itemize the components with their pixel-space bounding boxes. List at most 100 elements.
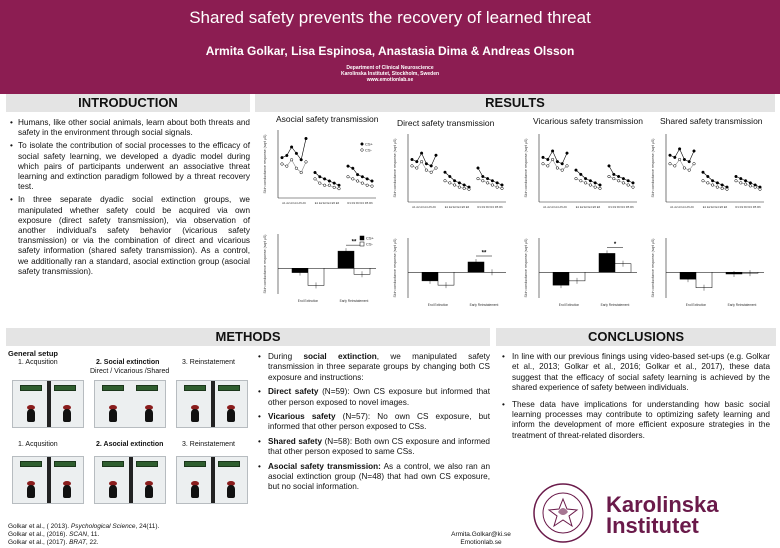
- data-point: [481, 174, 485, 179]
- bar-chart-asocial: Skin conductance response (sqrt μS) End E…: [262, 228, 380, 310]
- data-point: [687, 160, 691, 164]
- data-point: [434, 166, 438, 170]
- conclusions-list: In line with our previous finings using …: [502, 352, 770, 447]
- data-point: [420, 151, 424, 155]
- data-point: [467, 187, 471, 191]
- logo-line1: Karolinska: [606, 492, 719, 517]
- data-point: [551, 149, 555, 153]
- setup-room: [12, 456, 84, 504]
- contact-website[interactable]: Emotionlab.se: [460, 539, 502, 546]
- karolinska-seal-icon: [533, 483, 593, 543]
- data-point: [443, 179, 447, 183]
- data-point: [486, 177, 490, 181]
- data-point: [415, 160, 419, 164]
- significance-marker: **: [482, 251, 487, 257]
- phase-social-extinction-sub: Direct / Vicarious /Shared: [90, 368, 170, 375]
- data-point: [701, 170, 705, 174]
- data-point: [593, 185, 597, 189]
- data-point: [337, 187, 341, 191]
- y-axis-label: Skin conductance response (sqrt μS): [393, 138, 397, 197]
- panel-title-asocial: Asocial safety transmission: [276, 114, 379, 124]
- data-point: [420, 160, 424, 164]
- data-point: [588, 183, 592, 187]
- data-point: [753, 185, 757, 189]
- legend-label: CS-: [365, 148, 373, 153]
- y-axis-label: Skin conductance response (sqrt μS): [524, 238, 528, 297]
- data-point: [668, 162, 672, 166]
- data-point: [748, 184, 752, 188]
- data-point: [304, 160, 308, 164]
- data-point: [546, 164, 550, 168]
- data-point: [584, 177, 588, 181]
- data-point: [285, 164, 289, 168]
- y-axis-label: Skin conductance response (sqrt μS): [263, 234, 267, 293]
- legend-marker: [359, 235, 365, 241]
- data-point: [457, 181, 461, 185]
- methods-heading: METHODS: [6, 328, 490, 346]
- x-tick-label: R1 R2 R3 R4 R5 R6: [477, 205, 503, 209]
- data-point: [294, 151, 298, 155]
- reference-item: Golkar et al., (2016). SCAN, 11.: [8, 531, 100, 538]
- data-point: [673, 164, 677, 168]
- y-axis-label: Skin conductance response (sqrt μS): [393, 238, 397, 297]
- intro-bullet: To isolate the contribution of social pr…: [10, 141, 250, 192]
- data-point: [327, 183, 331, 187]
- data-point: [617, 179, 621, 183]
- methods-list: During social extinction, we manipulated…: [258, 352, 490, 497]
- poster-authors: Armita Golkar, Lisa Espinosa, Anastasia …: [205, 44, 575, 58]
- category-label: Early Reinstatement: [340, 299, 369, 303]
- data-point: [360, 181, 364, 185]
- data-point: [734, 174, 738, 179]
- data-point: [318, 181, 322, 185]
- data-point: [429, 164, 433, 168]
- data-point: [565, 164, 569, 168]
- reference-item: Golkar et al., (2017). BRAT, 22.: [8, 539, 99, 546]
- x-tick-label: E1 E2 E3 E4 E5 E6: [703, 205, 728, 209]
- contact-email[interactable]: Armita.Golkar@ki.se: [451, 531, 511, 538]
- data-point: [673, 155, 677, 159]
- data-point: [346, 175, 350, 179]
- panel-title-vicarious: Vicarious safety transmission: [533, 116, 643, 126]
- data-point: [299, 158, 303, 162]
- data-point: [541, 155, 545, 159]
- data-point: [551, 157, 555, 162]
- data-point: [370, 179, 374, 183]
- data-point: [299, 170, 303, 175]
- data-point: [626, 183, 630, 187]
- data-point: [356, 179, 360, 183]
- data-point: [290, 145, 294, 149]
- data-point: [711, 183, 715, 187]
- references: Golkar et al., ( 2013). Psychological Sc…: [8, 523, 159, 547]
- data-point: [332, 185, 336, 189]
- data-point: [565, 151, 569, 155]
- category-label: Early Reinstatement: [728, 303, 757, 307]
- setup-room: [94, 456, 166, 504]
- data-point: [332, 181, 336, 185]
- legend-marker: [360, 148, 364, 152]
- data-point: [579, 172, 583, 176]
- line-chart-shared: Skin conductance response (sqrt μS) A1 A2…: [650, 130, 768, 222]
- data-point: [626, 179, 630, 183]
- data-point: [356, 173, 360, 177]
- line-chart-svg: Skin conductance response (sqrt μS) A1 A2…: [393, 134, 506, 209]
- methods-bullet: During social extinction, we manipulated…: [258, 352, 490, 383]
- reference-item: Golkar et al., ( 2013). Psychological Sc…: [8, 523, 160, 530]
- x-tick-label: R1 R2 R3 R4 R5 R6: [347, 201, 373, 205]
- bar-chart-vicarious: Skin conductance response (sqrt μS) End E…: [523, 232, 641, 314]
- data-point: [323, 177, 327, 181]
- legend-label: CS-: [366, 242, 374, 247]
- setup-room: [176, 456, 248, 504]
- methods-bullet: Asocial safety transmission: As a contro…: [258, 462, 490, 493]
- data-point: [612, 177, 616, 181]
- data-point: [701, 179, 705, 183]
- data-point: [434, 153, 438, 157]
- data-point: [720, 186, 724, 190]
- data-point: [410, 157, 414, 162]
- line-chart-svg: Skin conductance response (sqrt μS) A1 A2…: [263, 130, 376, 205]
- data-point: [593, 181, 597, 185]
- data-point: [678, 157, 682, 162]
- category-label: End Extinction: [298, 299, 319, 303]
- data-point: [415, 166, 419, 170]
- data-point: [453, 183, 457, 187]
- data-point: [280, 162, 284, 166]
